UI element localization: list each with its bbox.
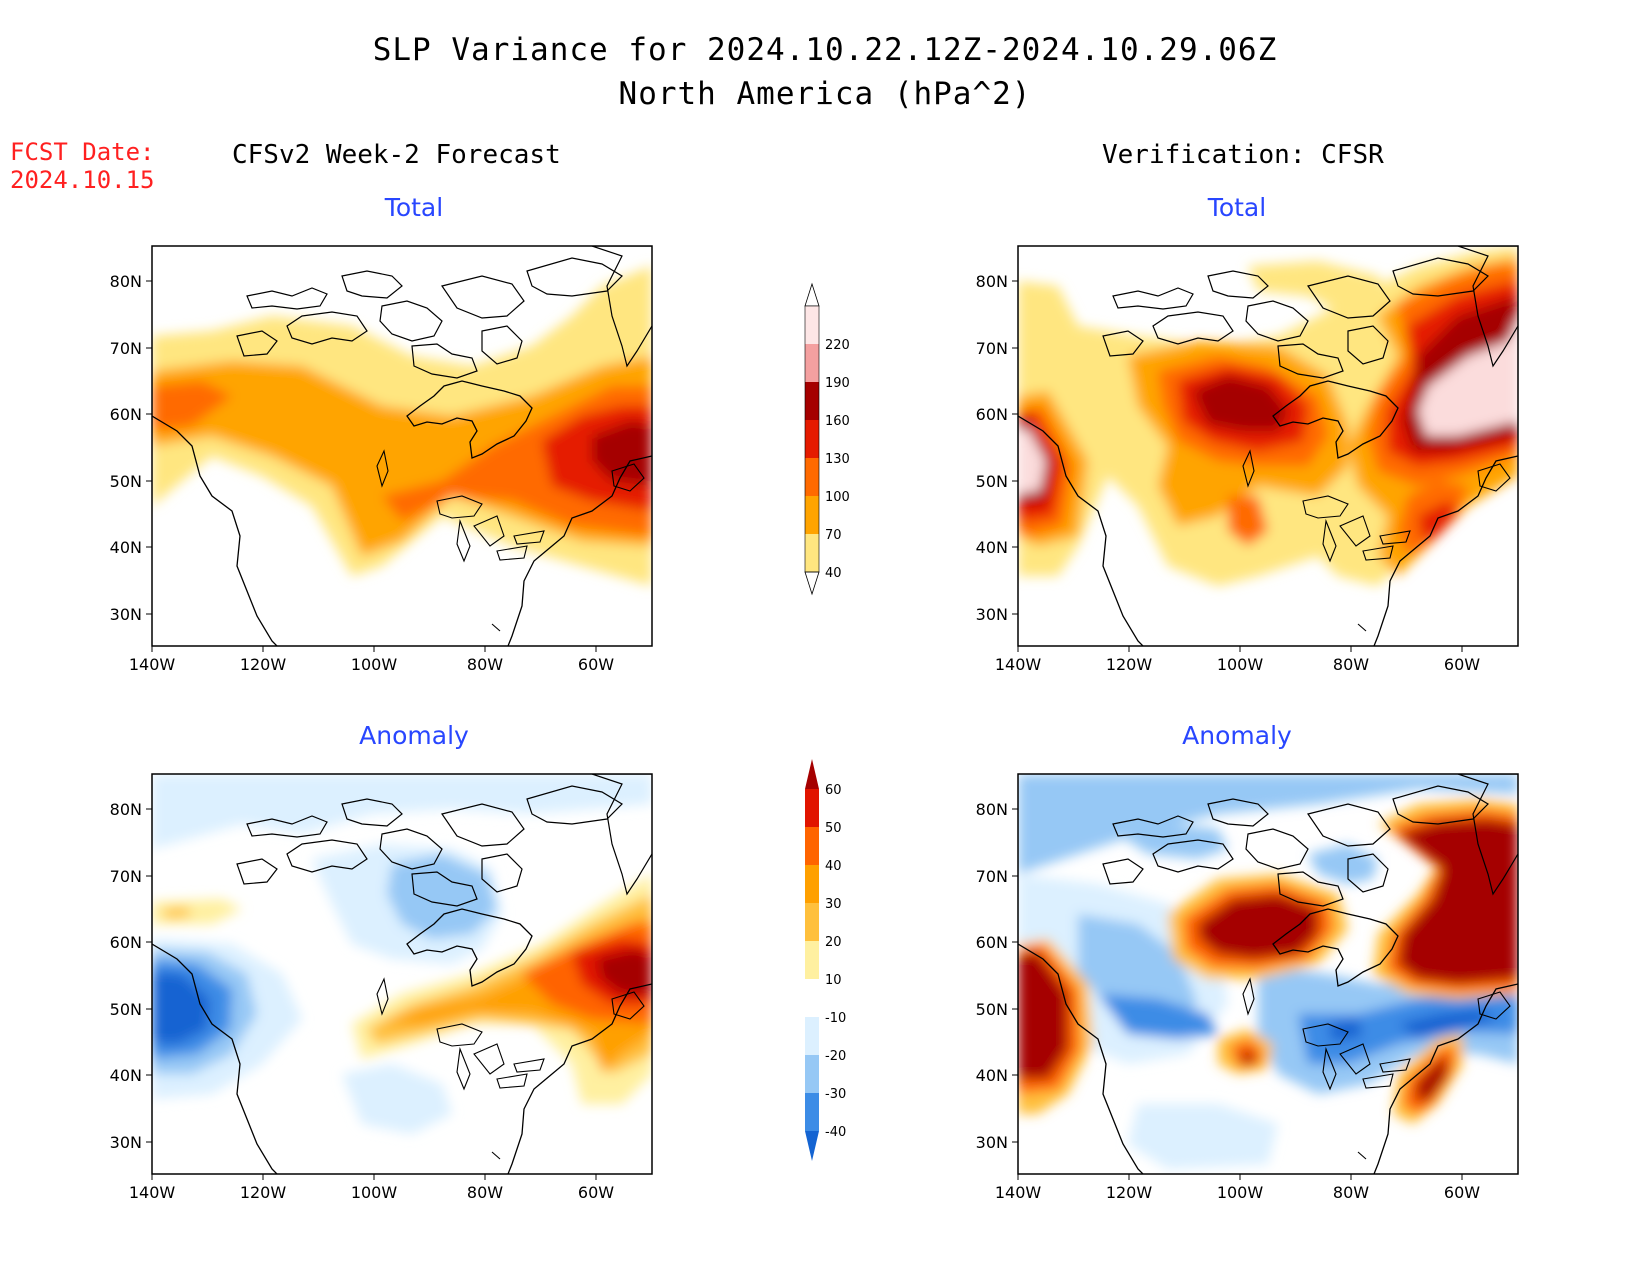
lat-label: 70N xyxy=(110,339,142,358)
map-verification-total: 80N 70N 60N 50N 40N 30N 140W 120W 100W 8… xyxy=(976,245,1519,674)
colorbar-bin xyxy=(805,344,819,382)
colorbar-label: 100 xyxy=(825,490,850,505)
colorbar-bin xyxy=(805,458,819,496)
lon-label: 60W xyxy=(578,1183,614,1202)
lon-label: 140W xyxy=(129,1183,176,1202)
colorbar-bin xyxy=(805,306,819,344)
colorbar-cap-bottom xyxy=(804,571,820,596)
lon-label: 100W xyxy=(351,1183,398,1202)
forecast-column-title: CFSv2 Week-2 Forecast xyxy=(232,140,561,170)
forecast-date: FCST Date: 2024.10.15 xyxy=(10,138,155,194)
map-forecast-anomaly: 80N 70N 60N 50N 40N 30N 140W 120W 100W 8… xyxy=(110,773,653,1202)
colorbar-label: 50 xyxy=(825,821,842,836)
colorbar-bin xyxy=(805,827,819,865)
lat-label: 40N xyxy=(976,538,1008,557)
colorbar-bin xyxy=(805,382,819,420)
colorbar-bin xyxy=(805,496,819,534)
lon-label: 120W xyxy=(1106,655,1153,674)
lon-label: 140W xyxy=(995,655,1042,674)
colorbar-bin xyxy=(805,903,819,941)
colorbar-label: 40 xyxy=(825,859,842,874)
lon-label: 140W xyxy=(129,655,176,674)
colorbar-label: -20 xyxy=(825,1049,846,1064)
colorbar-bin xyxy=(805,865,819,903)
colorbar-total: 40 70 100 130 160 190 220 xyxy=(804,282,850,596)
colorbar-label: 190 xyxy=(825,376,850,391)
lat-label: 80N xyxy=(110,800,142,819)
lon-label: 120W xyxy=(1106,1183,1153,1202)
lat-label: 60N xyxy=(110,405,142,424)
lat-label: 30N xyxy=(976,1133,1008,1152)
lat-label: 70N xyxy=(976,339,1008,358)
colorbar-label: -40 xyxy=(825,1125,846,1140)
colorbar-bin xyxy=(805,789,819,827)
lat-label: 30N xyxy=(110,1133,142,1152)
colorbar-label: 20 xyxy=(825,935,842,950)
lon-label: 80W xyxy=(467,1183,503,1202)
colorbar-cap-top xyxy=(804,282,820,307)
main-title: SLP Variance for 2024.10.22.12Z-2024.10.… xyxy=(372,32,1278,68)
lat-label: 40N xyxy=(110,1066,142,1085)
lat-label: 60N xyxy=(110,933,142,952)
panel-title-forecast-anomaly: Anomaly xyxy=(359,721,469,750)
colorbar-cap-bottom xyxy=(805,1131,819,1161)
colorbar-label: -30 xyxy=(825,1087,846,1102)
colorbar-bin xyxy=(805,534,819,572)
lat-label: 60N xyxy=(976,405,1008,424)
lat-label: 50N xyxy=(110,472,142,491)
lon-label: 120W xyxy=(240,655,287,674)
main-subtitle: North America (hPa^2) xyxy=(618,76,1032,112)
lat-label: 40N xyxy=(976,1066,1008,1085)
lat-label: 30N xyxy=(110,605,142,624)
lat-ticks xyxy=(146,280,152,615)
colorbar-bin xyxy=(805,941,819,979)
map-verification-anomaly: 80N 70N 60N 50N 40N 30N 140W 120W 100W 8… xyxy=(976,773,1519,1202)
colorbar-label: 130 xyxy=(825,452,850,467)
panel-title-verification-total: Total xyxy=(1207,193,1267,222)
colorbar-label: 220 xyxy=(825,338,850,353)
colorbar-anomaly: -40 -30 -20 -10 10 20 30 40 50 60 xyxy=(805,759,846,1161)
lat-label: 50N xyxy=(976,472,1008,491)
lon-label: 80W xyxy=(467,655,503,674)
lon-label: 100W xyxy=(1217,655,1264,674)
lat-label: 80N xyxy=(976,272,1008,291)
forecast-date-value: 2024.10.15 xyxy=(10,166,155,194)
colorbar-label: -10 xyxy=(825,1011,846,1026)
lon-label: 140W xyxy=(995,1183,1042,1202)
colorbar-label: 160 xyxy=(825,414,850,429)
lat-label: 50N xyxy=(976,1000,1008,1019)
panel-title-forecast-total: Total xyxy=(384,193,444,222)
colorbar-label: 10 xyxy=(825,973,842,988)
verification-column-title: Verification: CFSR xyxy=(1102,140,1384,170)
lon-label: 60W xyxy=(1444,1183,1480,1202)
lon-label: 60W xyxy=(578,655,614,674)
lon-label: 80W xyxy=(1333,655,1369,674)
lon-label: 80W xyxy=(1333,1183,1369,1202)
colorbar-label: 30 xyxy=(825,897,842,912)
colorbar-bin xyxy=(805,1093,819,1131)
lon-label: 60W xyxy=(1444,655,1480,674)
lat-label: 60N xyxy=(976,933,1008,952)
colorbar-cap-top xyxy=(805,759,819,789)
panel-title-verification-anomaly: Anomaly xyxy=(1182,721,1292,750)
lat-label: 30N xyxy=(976,605,1008,624)
colorbar-bin xyxy=(805,979,819,1017)
forecast-date-label: FCST Date: xyxy=(10,138,155,166)
lon-label: 120W xyxy=(240,1183,287,1202)
colorbar-bin xyxy=(805,1017,819,1055)
map-forecast-total: 80N 70N 60N 50N 40N 30N 140W 120W 100W 8… xyxy=(110,245,653,674)
lat-label: 80N xyxy=(976,800,1008,819)
colorbar-label: 40 xyxy=(825,566,842,581)
colorbar-label: 70 xyxy=(825,528,842,543)
lat-label: 40N xyxy=(110,538,142,557)
lon-label: 100W xyxy=(1217,1183,1264,1202)
lat-label: 50N xyxy=(110,1000,142,1019)
lat-label: 70N xyxy=(110,867,142,886)
lon-label: 100W xyxy=(351,655,398,674)
colorbar-label: 60 xyxy=(825,783,842,798)
lat-label: 70N xyxy=(976,867,1008,886)
lat-label: 80N xyxy=(110,272,142,291)
colorbar-bin xyxy=(805,420,819,458)
colorbar-bin xyxy=(805,1055,819,1093)
